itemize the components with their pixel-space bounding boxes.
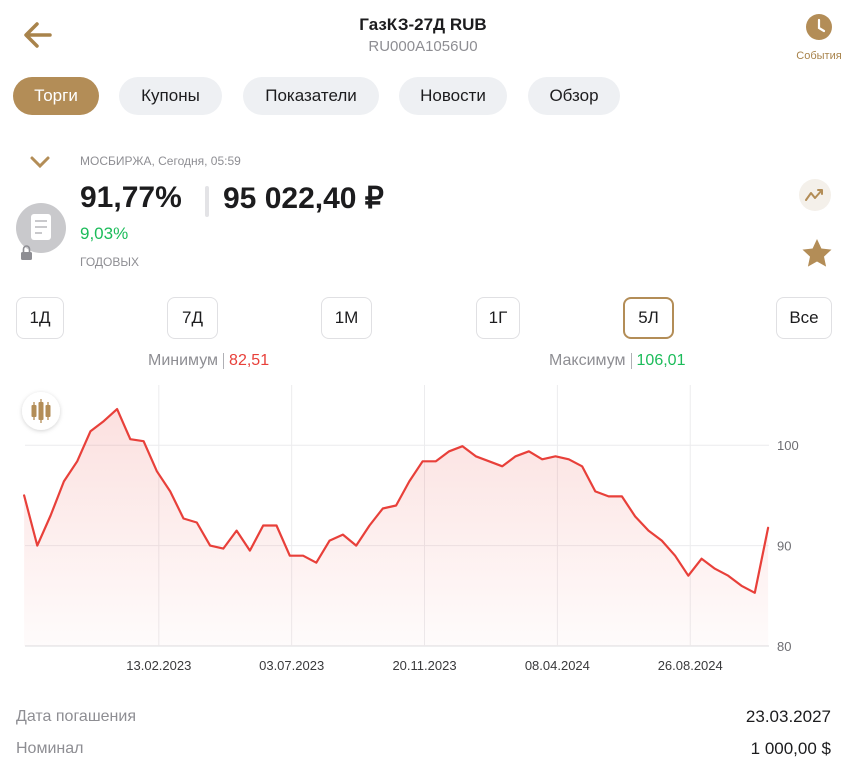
tab[interactable]: Новости: [399, 77, 507, 115]
quote-source: МОСБИРЖА, Сегодня, 05:59: [80, 154, 241, 168]
clock-hands: [817, 18, 826, 33]
candle-body: [38, 402, 44, 420]
minimum: Минимум 82,51: [148, 352, 269, 370]
y-tick-label: 100: [777, 438, 799, 453]
trend-icon: [805, 189, 823, 201]
period-button[interactable]: 1Д: [16, 297, 64, 339]
back-arrow: [24, 22, 52, 48]
x-tick-label: 03.07.2023: [259, 658, 324, 673]
candle-body: [31, 405, 37, 417]
tab[interactable]: Показатели: [243, 77, 379, 115]
title: ГазКЗ-27Д RUB: [359, 15, 487, 34]
maximum: Максимум 106,01: [549, 352, 685, 370]
x-tick-label: 20.11.2023: [392, 658, 456, 673]
yield: 9,03%: [80, 224, 129, 243]
detail-value: 23.03.2027: [745, 707, 831, 726]
y-tick-label: 90: [777, 539, 791, 554]
price-separator: [205, 186, 209, 217]
divider: [630, 353, 632, 369]
yield-label: ГОДОВЫХ: [80, 255, 139, 269]
price: 95 022,40 ₽: [223, 182, 384, 215]
tab[interactable]: Обзор: [528, 77, 620, 115]
detail-value: 1 000,00 $: [750, 739, 831, 758]
area: [24, 409, 769, 646]
detail-label: Номинал: [16, 740, 84, 757]
tab[interactable]: Торги: [13, 77, 99, 115]
minimum-label: Минимум: [148, 352, 219, 369]
lock-icon: [21, 252, 32, 260]
y-tick-label: 80: [777, 639, 791, 654]
price-chart: 80 90 100 13.02.2023 03.07.2023 20.11.2023 08.…: [22, 385, 799, 673]
x-tick-label: 13.02.2023: [126, 658, 191, 673]
events-button[interactable]: [806, 14, 832, 40]
x-tick-label: 08.04.2024: [525, 658, 590, 673]
chart-mode-button[interactable]: [22, 392, 60, 430]
period-button[interactable]: 7Д: [167, 297, 218, 339]
favorite-star[interactable]: [802, 239, 832, 267]
period-button[interactable]: Все: [776, 297, 832, 339]
subtitle: RU000A1056U0: [368, 38, 478, 55]
period-button[interactable]: 1Г: [476, 297, 520, 339]
events-label[interactable]: События: [796, 50, 842, 62]
maximum-value: 106,01: [636, 352, 686, 369]
collapse-chevron[interactable]: [30, 156, 50, 169]
divider: [223, 353, 225, 369]
compare-button[interactable]: [799, 179, 831, 211]
back-button[interactable]: [24, 22, 52, 48]
maximum-label: Максимум: [549, 352, 626, 369]
price-percent: 91,77%: [80, 181, 182, 214]
document-lines: [35, 220, 47, 234]
detail-label: Дата погашения: [16, 708, 136, 725]
line: [23, 408, 770, 594]
candle-body: [45, 405, 51, 417]
lock-shackle: [22, 245, 31, 252]
tab[interactable]: Купоны: [119, 77, 222, 115]
period-button[interactable]: 5Л: [623, 297, 674, 339]
minimum-value: 82,51: [229, 352, 270, 369]
x-tick-label: 26.08.2024: [658, 658, 723, 673]
period-button[interactable]: 1М: [321, 297, 372, 339]
